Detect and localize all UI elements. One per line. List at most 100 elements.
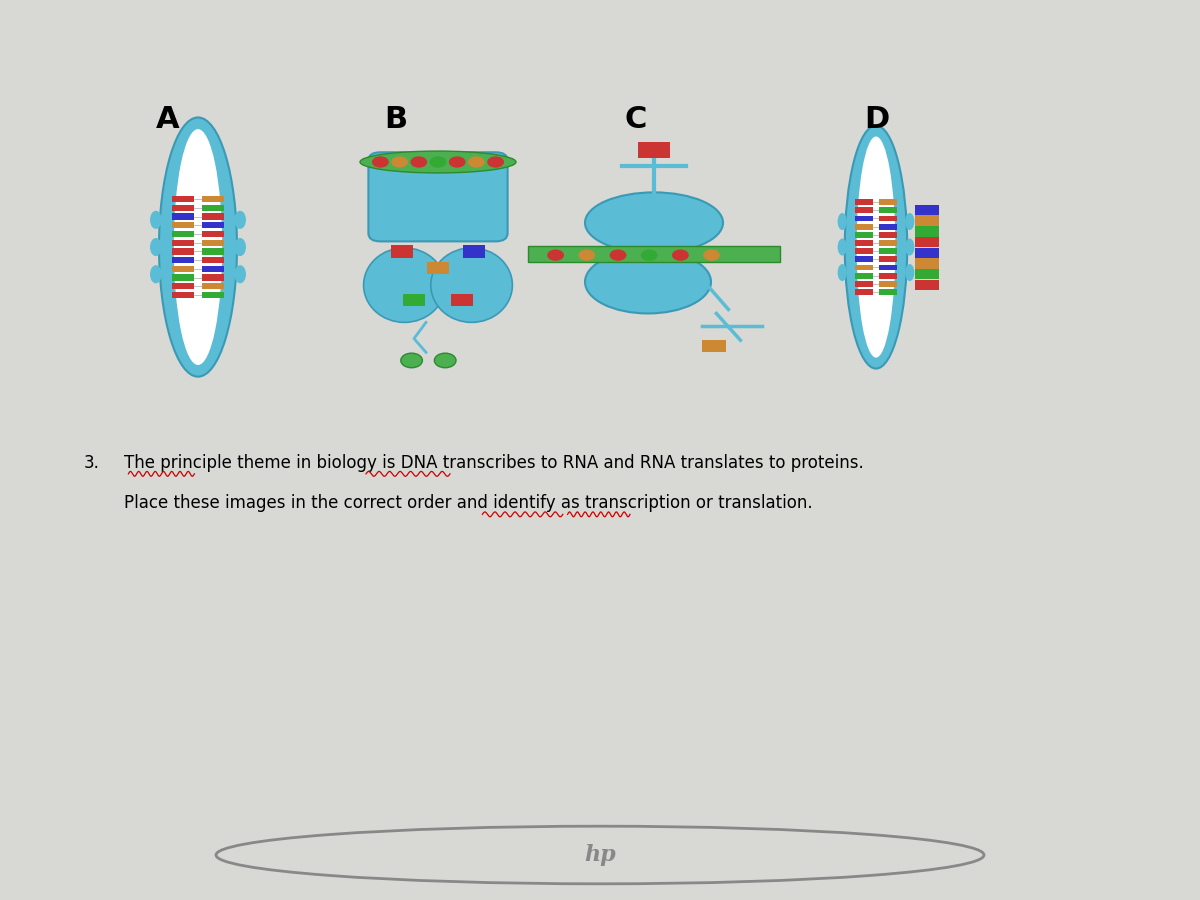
Bar [856, 248, 872, 254]
Bar [638, 141, 670, 158]
Bar [202, 222, 223, 229]
Bar [880, 265, 896, 270]
Bar [856, 281, 872, 287]
Bar [914, 215, 938, 226]
Text: 3.: 3. [84, 454, 100, 472]
Ellipse shape [158, 118, 238, 377]
Bar [880, 232, 896, 238]
Ellipse shape [845, 126, 907, 369]
Circle shape [547, 249, 564, 261]
Circle shape [610, 249, 626, 261]
Bar [173, 257, 194, 263]
Bar [880, 248, 896, 254]
Bar [391, 246, 413, 257]
Circle shape [641, 249, 658, 261]
Bar [202, 231, 223, 237]
Bar [914, 269, 938, 279]
Bar [403, 294, 425, 306]
Bar [880, 240, 896, 246]
Circle shape [401, 353, 422, 368]
Bar [856, 256, 872, 262]
Bar [914, 248, 938, 258]
Ellipse shape [234, 266, 246, 284]
Bar [202, 257, 223, 263]
Circle shape [410, 157, 427, 167]
Bar [856, 199, 872, 205]
Bar [856, 216, 872, 221]
Circle shape [672, 249, 689, 261]
Ellipse shape [150, 238, 162, 256]
Bar [202, 239, 223, 246]
Bar [202, 248, 223, 255]
Circle shape [487, 157, 504, 167]
Circle shape [434, 353, 456, 368]
Circle shape [391, 157, 408, 167]
Bar [451, 294, 473, 306]
Bar [427, 262, 449, 274]
Ellipse shape [905, 213, 914, 230]
Text: B: B [384, 105, 407, 134]
Ellipse shape [838, 264, 847, 281]
Text: C: C [624, 105, 647, 134]
Ellipse shape [431, 248, 512, 322]
Bar [173, 204, 194, 211]
Ellipse shape [857, 137, 895, 357]
Bar [202, 274, 223, 281]
Bar [202, 292, 223, 298]
Bar [173, 248, 194, 255]
Bar [914, 237, 938, 248]
Ellipse shape [174, 129, 222, 365]
Bar [202, 266, 223, 272]
Text: hp: hp [584, 844, 616, 866]
Circle shape [449, 157, 466, 167]
Text: A: A [156, 105, 180, 134]
Bar [173, 266, 194, 272]
Bar [914, 226, 938, 237]
Bar [856, 289, 872, 295]
Bar [173, 292, 194, 298]
Bar [528, 247, 780, 263]
Text: The principle theme in biology is DNA transcribes to RNA and RNA translates to p: The principle theme in biology is DNA tr… [124, 454, 863, 472]
Ellipse shape [234, 238, 246, 256]
FancyBboxPatch shape [368, 152, 508, 241]
Text: Place these images in the correct order and identify as transcription or transla: Place these images in the correct order … [124, 494, 812, 512]
Bar [202, 204, 223, 211]
Bar [173, 222, 194, 229]
Ellipse shape [586, 250, 710, 313]
Ellipse shape [905, 238, 914, 256]
Ellipse shape [234, 211, 246, 229]
Circle shape [703, 249, 720, 261]
Bar [880, 224, 896, 230]
Ellipse shape [838, 213, 847, 230]
Bar [856, 224, 872, 230]
Ellipse shape [360, 151, 516, 173]
Bar [880, 199, 896, 205]
Bar [463, 246, 485, 257]
Bar [856, 273, 872, 278]
Bar [173, 196, 194, 202]
Bar [880, 273, 896, 278]
Bar [173, 213, 194, 220]
Bar [202, 284, 223, 290]
Bar [173, 231, 194, 237]
Circle shape [468, 157, 485, 167]
Bar [173, 274, 194, 281]
Bar [914, 280, 938, 290]
Ellipse shape [838, 238, 847, 256]
Bar [856, 240, 872, 246]
Bar [856, 207, 872, 213]
Ellipse shape [586, 193, 722, 253]
Bar [914, 258, 938, 269]
Bar [880, 289, 896, 295]
Circle shape [430, 157, 446, 167]
Bar [702, 340, 726, 352]
Bar [880, 207, 896, 213]
Bar [173, 239, 194, 246]
Bar [856, 232, 872, 238]
Ellipse shape [150, 211, 162, 229]
Circle shape [372, 157, 389, 167]
Ellipse shape [364, 248, 445, 322]
Bar [173, 284, 194, 290]
Bar [880, 256, 896, 262]
Bar [202, 196, 223, 202]
